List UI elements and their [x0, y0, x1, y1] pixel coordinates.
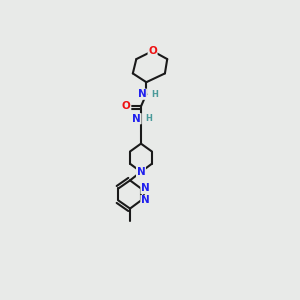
Text: O: O — [122, 101, 131, 112]
Text: N: N — [132, 114, 141, 124]
Text: H: H — [151, 90, 158, 99]
Text: H: H — [146, 114, 152, 123]
Text: N: N — [138, 89, 146, 99]
Text: N: N — [141, 196, 150, 206]
Text: N: N — [136, 167, 145, 177]
Text: N: N — [141, 184, 150, 194]
Text: O: O — [148, 46, 157, 56]
